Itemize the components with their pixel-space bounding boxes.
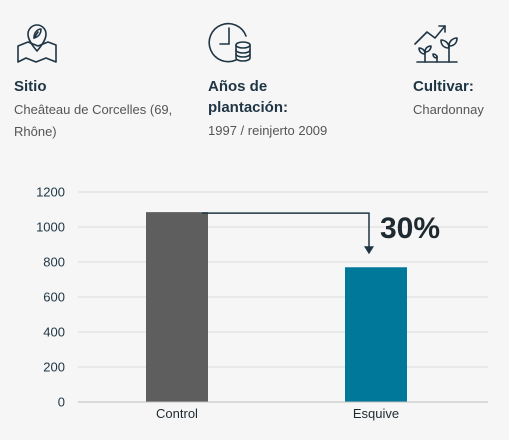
site-info: Sitio Cheâteau de Corcelles (69, Rhône): [14, 20, 189, 143]
reduction-label: 30%: [380, 212, 440, 245]
clock-coins-icon: [208, 22, 251, 63]
site-value: Cheâteau de Corcelles (69, Rhône): [14, 102, 173, 139]
cultivar-title: Cultivar:: [413, 78, 474, 95]
y-tick-label: 200: [43, 360, 65, 375]
bar-esquive: [345, 267, 407, 402]
site-title: Sitio: [14, 78, 47, 95]
y-tick-label: 600: [43, 290, 65, 305]
years-info: Años de plantación: 1997 / reinjerto 200…: [208, 20, 398, 142]
cultivar-info: Cultivar: Chardonnay: [413, 20, 508, 121]
y-tick-label: 400: [43, 325, 65, 340]
bar-control: [146, 212, 208, 402]
y-tick-label: 0: [58, 395, 65, 410]
cultivar-value: Chardonnay: [413, 102, 484, 117]
reduction-arrowhead: [364, 246, 374, 255]
x-category-label: Esquive: [353, 406, 399, 421]
x-category-label: Control: [156, 406, 198, 421]
y-tick-label: 1000: [36, 220, 65, 235]
plant-growth-icon: [414, 25, 458, 63]
y-tick-label: 800: [43, 255, 65, 270]
bar-chart: 0 200 400 600 800 1000 1200 Control Esquive 30%: [36, 185, 488, 421]
reduction-connector: [202, 212, 370, 248]
years-value: 1997 / reinjerto 2009: [208, 123, 328, 138]
map-location-icon: [17, 24, 57, 63]
y-tick-label: 1200: [36, 185, 65, 200]
years-title: Años de plantación:: [208, 78, 289, 116]
